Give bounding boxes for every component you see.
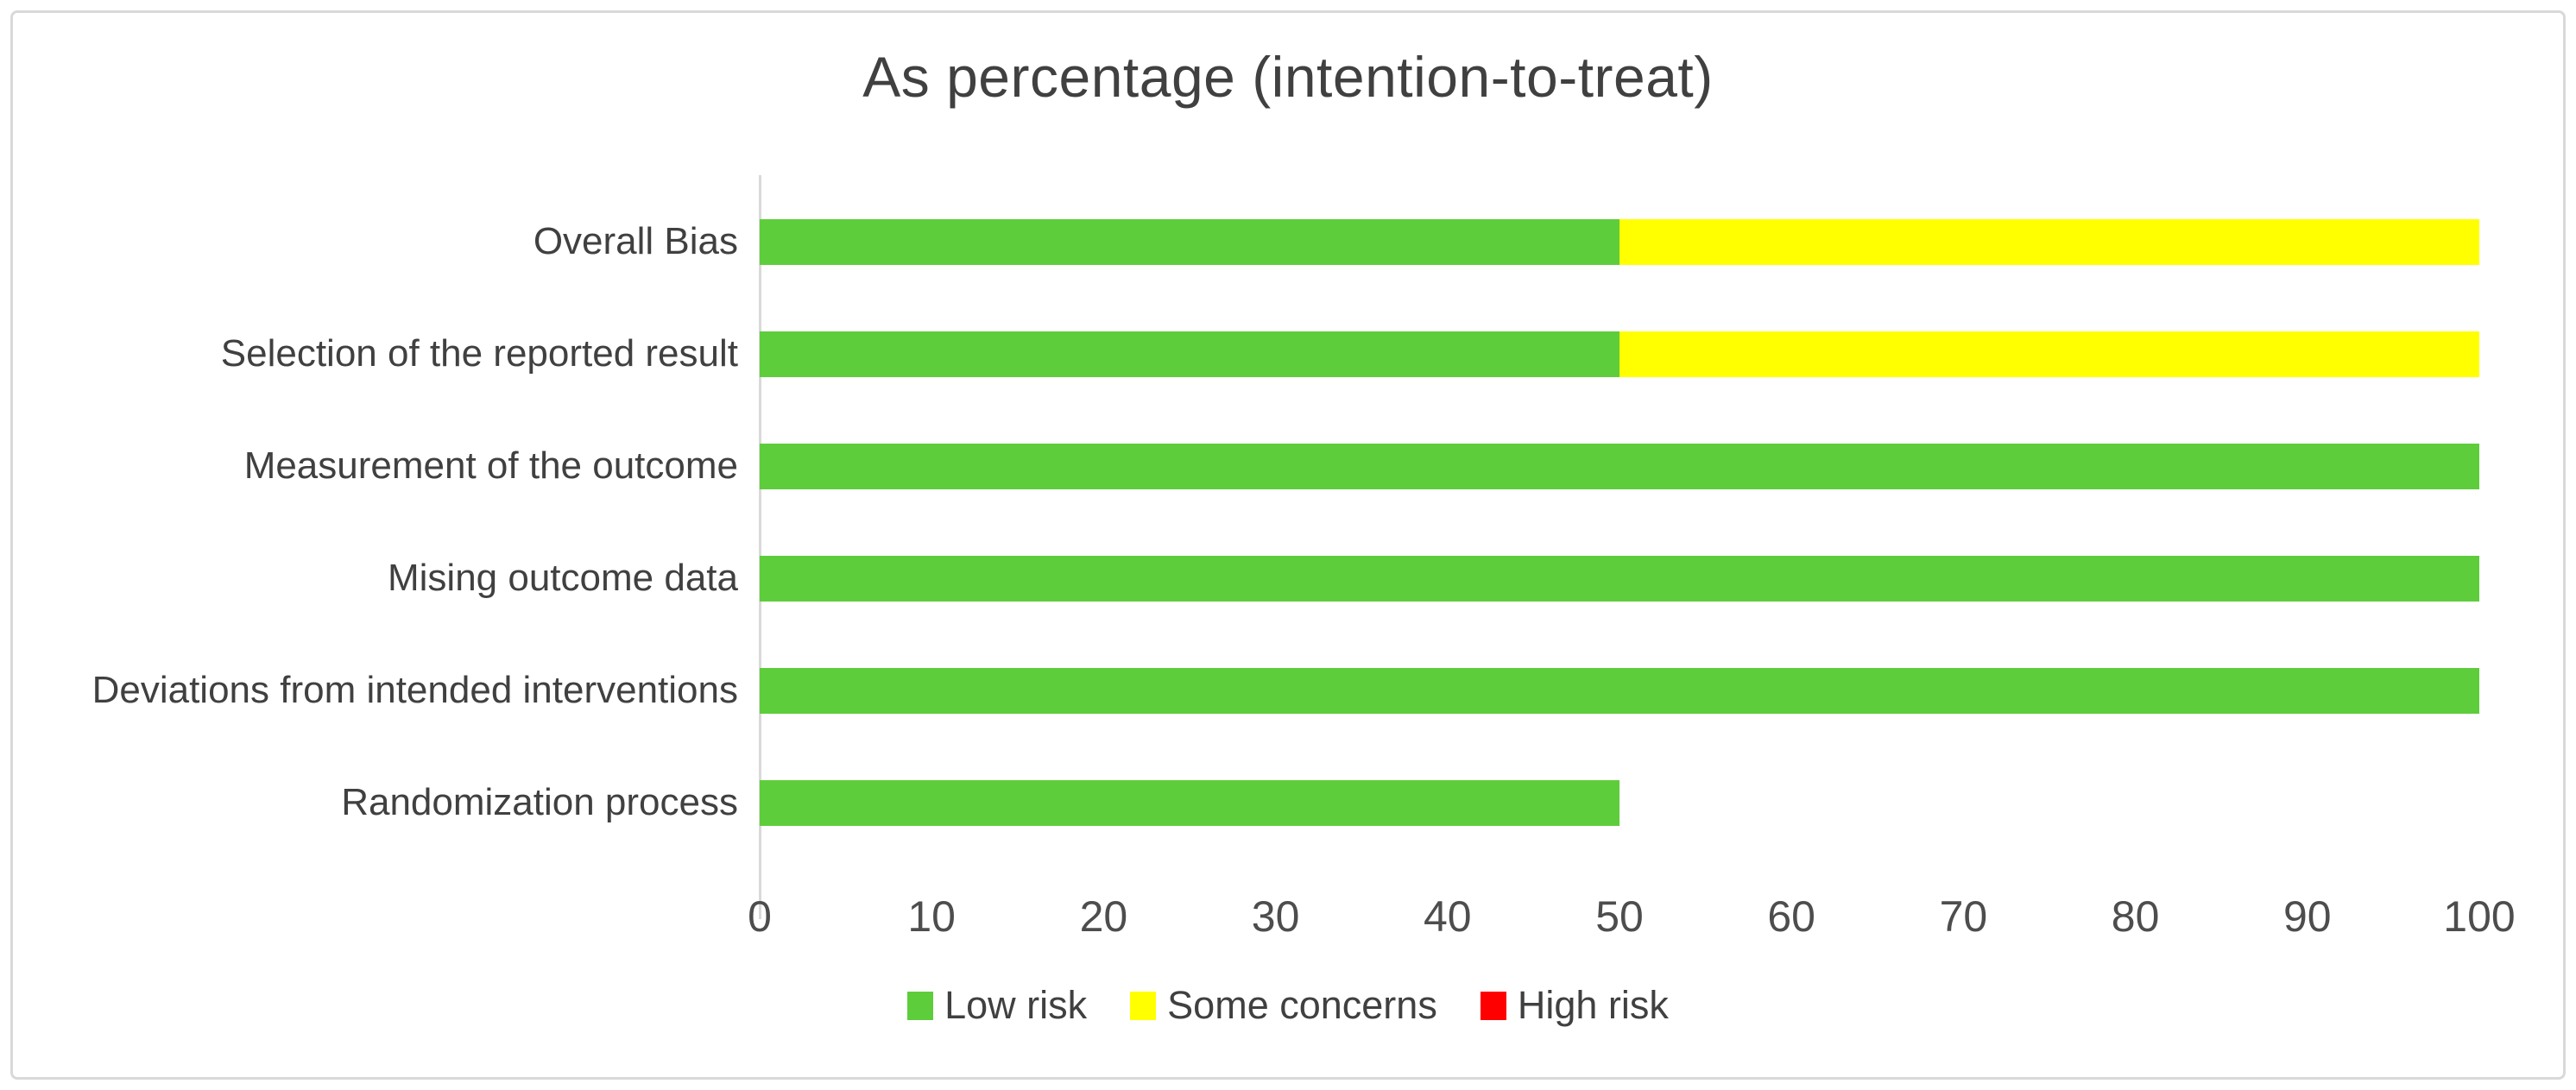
- x-tick-label: 0: [748, 892, 772, 941]
- x-tick-label: 40: [1423, 892, 1472, 941]
- bar-segment-low-risk: [760, 443, 2479, 489]
- x-tick-label: 30: [1251, 892, 1300, 941]
- bar-track: [760, 779, 2479, 826]
- chart-row: Selection of the reported result: [13, 298, 2479, 410]
- x-tick-label: 50: [1595, 892, 1644, 941]
- chart-row: Mising outcome data: [13, 522, 2479, 634]
- x-tick-label: 90: [2282, 892, 2332, 941]
- legend-label: Low risk: [944, 983, 1088, 1027]
- plot-area: Overall Bias Selection of the reported re…: [13, 186, 2479, 859]
- legend: Low risk Some concerns High risk: [13, 981, 2563, 1030]
- category-axis-line: [759, 175, 761, 919]
- x-tick-label: 20: [1079, 892, 1128, 941]
- bar-track: [760, 667, 2479, 714]
- legend-swatch-high-risk: [1480, 991, 1506, 1020]
- legend-swatch-some-concerns: [1130, 991, 1157, 1020]
- bar-segment-low-risk: [760, 331, 1619, 377]
- legend-item-low-risk: Low risk: [907, 983, 1087, 1028]
- bar-track: [760, 331, 2479, 377]
- chart-title: As percentage (intention-to-treat): [862, 45, 1714, 109]
- bar-track: [760, 218, 2479, 265]
- bar-segment-some-concerns: [1619, 218, 2479, 265]
- category-label: Deviations from intended interventions: [92, 669, 738, 711]
- bar-segment-low-risk: [760, 779, 1619, 826]
- category-label: Randomization process: [341, 781, 738, 823]
- category-label: Selection of the reported result: [220, 332, 738, 375]
- legend-item-some-concerns: Some concerns: [1130, 983, 1437, 1028]
- chart-row: Deviations from intended interventions: [13, 634, 2479, 747]
- chart-row: Measurement of the outcome: [13, 410, 2479, 522]
- chart-row: Overall Bias: [13, 186, 2479, 298]
- bar-track: [760, 443, 2479, 489]
- legend-label: High risk: [1517, 983, 1669, 1027]
- bar-segment-some-concerns: [1619, 331, 2479, 377]
- bar-segment-low-risk: [760, 667, 2479, 714]
- legend-swatch-low-risk: [907, 991, 934, 1020]
- bar-track: [760, 555, 2479, 602]
- category-label: Measurement of the outcome: [243, 444, 738, 487]
- chart-frame: As percentage (intention-to-treat) Overa…: [10, 10, 2566, 1080]
- x-tick-label: 80: [2111, 892, 2160, 941]
- legend-label: Some concerns: [1167, 983, 1437, 1027]
- chart-row: Randomization process: [13, 747, 2479, 859]
- legend-item-high-risk: High risk: [1480, 983, 1669, 1028]
- x-tick-label: 100: [2443, 892, 2516, 941]
- x-axis: 0 10 20 30 40 50 60 70 80 90 100: [748, 892, 2516, 942]
- x-tick-label: 10: [907, 892, 956, 941]
- category-label: Overall Bias: [533, 220, 738, 262]
- category-label: Mising outcome data: [388, 557, 738, 599]
- bar-segment-low-risk: [760, 555, 2479, 602]
- x-tick-label: 70: [1939, 892, 1988, 941]
- x-tick-label: 60: [1767, 892, 1815, 941]
- bar-segment-low-risk: [760, 218, 1619, 265]
